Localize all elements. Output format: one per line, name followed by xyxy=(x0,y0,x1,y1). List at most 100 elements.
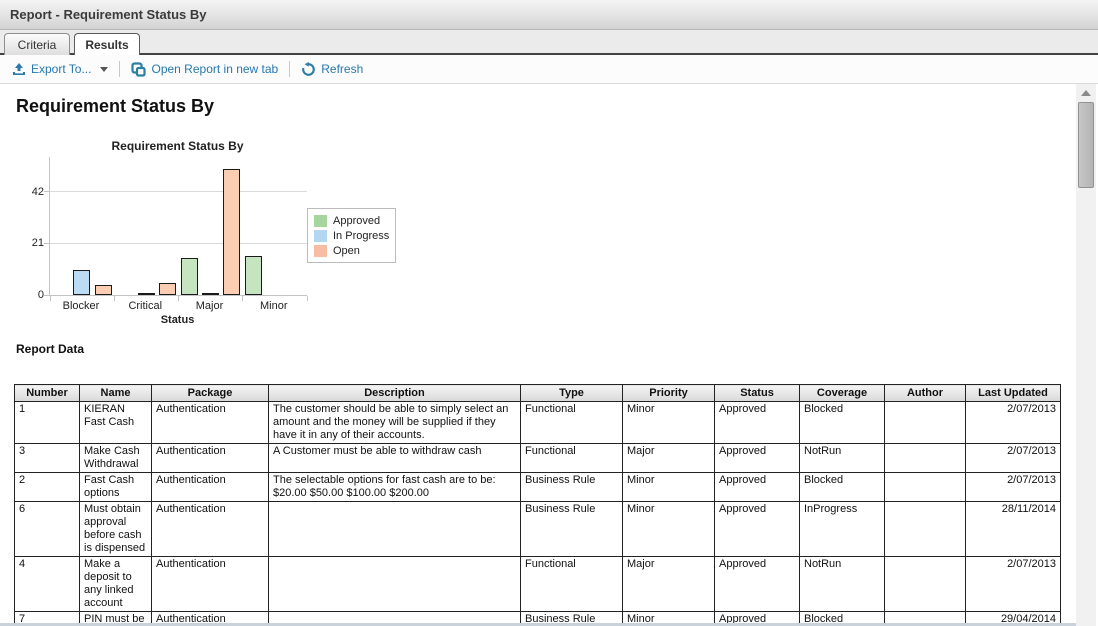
scrollbar-thumb[interactable] xyxy=(1078,102,1094,188)
y-axis-tick-label: 21 xyxy=(31,237,44,250)
table-cell-author xyxy=(884,501,966,557)
table-cell-coverage: InProgress xyxy=(799,501,885,557)
table-cell-status: Approved xyxy=(714,556,800,612)
table-cell-coverage: Blocked xyxy=(799,611,885,626)
chart-gridline xyxy=(50,191,307,192)
table-row: 2 Fast Cash options Authentication The sele… xyxy=(14,472,1061,502)
table-cell-status: Approved xyxy=(714,401,800,444)
refresh-button[interactable]: Refresh xyxy=(297,61,367,77)
table-cell-status: Approved xyxy=(714,472,800,502)
x-axis-category-label: Critical xyxy=(128,300,163,312)
y-axis-tick-label: 0 xyxy=(37,289,44,301)
page-title: Requirement Status By xyxy=(16,96,215,116)
export-dropdown-caret-icon xyxy=(100,66,109,72)
export-button[interactable]: Export To... xyxy=(8,62,112,76)
table-cell-type: Business Rule xyxy=(520,472,623,502)
table-cell-coverage: Blocked xyxy=(799,401,885,444)
table-cell-number: 1 xyxy=(14,401,80,444)
x-axis-category-label: Minor xyxy=(259,300,288,312)
table-header-row: Number Name Package Description Type Priority… xyxy=(14,384,1061,402)
table-cell-priority: Minor xyxy=(622,501,715,557)
table-cell-last-updated: 2/07/2013 xyxy=(965,401,1061,444)
chart-bar-open-blocker xyxy=(94,285,112,295)
table-cell-priority: Minor xyxy=(622,472,715,502)
legend-item: Open xyxy=(314,243,395,258)
table-cell-author xyxy=(884,443,966,473)
toolbar-separator xyxy=(119,61,121,77)
tab-criteria[interactable]: Criteria xyxy=(4,33,70,55)
copy-window-icon xyxy=(131,61,147,77)
table-cell-status: Approved xyxy=(714,611,800,626)
table-cell-package: Authentication xyxy=(151,401,269,444)
chart-bar-open-critical xyxy=(159,282,177,295)
table-cell-description: The selectable options for fast cash are… xyxy=(268,472,521,502)
table-cell-type: Functional xyxy=(520,401,623,444)
table-cell-type: Business Rule xyxy=(520,611,623,626)
chart-bar-approved-major xyxy=(180,258,198,295)
table-row: 4 Make a deposit to any linked account Aut… xyxy=(14,556,1061,612)
x-axis-tick xyxy=(178,296,179,301)
table-cell-author xyxy=(884,472,966,502)
tab-criteria-label: Criteria xyxy=(17,37,57,52)
table-cell-number: 4 xyxy=(14,556,80,612)
refresh-button-label: Refresh xyxy=(321,62,364,76)
table-cell-last-updated: 2/07/2013 xyxy=(965,472,1061,502)
table-cell-coverage: NotRun xyxy=(799,556,885,612)
chart-bar-approved-minor xyxy=(244,255,262,295)
chart-gridline xyxy=(50,242,307,244)
chart-bar-in-progress-critical xyxy=(137,292,155,295)
chart-x-axis-title: Status xyxy=(160,314,195,326)
table-cell-name: Make a deposit to any linked account xyxy=(79,556,152,612)
column-header-status: Status xyxy=(714,384,800,402)
window-title-bar: Report - Requirement Status By xyxy=(0,0,1098,30)
open-report-new-tab-button[interactable]: Open Report in new tab xyxy=(127,61,282,77)
table-cell-priority: Minor xyxy=(622,611,715,626)
table-cell-status: Approved xyxy=(714,443,800,473)
column-header-author: Author xyxy=(884,384,966,402)
report-content: Requirement Status By Requirement Status… xyxy=(0,84,1098,626)
column-header-description: Description xyxy=(268,384,521,402)
table-cell-last-updated: 2/07/2013 xyxy=(965,556,1061,612)
tab-strip: Criteria Results xyxy=(0,30,1098,55)
legend-item: Approved xyxy=(314,213,395,228)
window-title: Report - Requirement Status By xyxy=(10,7,207,22)
legend-label: In Progress xyxy=(333,229,390,242)
chart-title: Requirement Status By xyxy=(111,139,244,153)
table-cell-last-updated: 28/11/2014 xyxy=(965,501,1061,557)
table-cell-package: Authentication xyxy=(151,556,269,612)
chart-plot-area xyxy=(44,157,308,301)
table-cell-priority: Major xyxy=(622,443,715,473)
table-cell-name: Must obtain approval before cash is disp… xyxy=(79,501,152,557)
chart-legend: Approved In Progress Open xyxy=(307,208,396,263)
table-cell-name: Make Cash Withdrawal xyxy=(79,443,152,473)
table-cell-last-updated: 29/04/2014 xyxy=(965,611,1061,626)
vertical-scrollbar[interactable] xyxy=(1076,84,1096,626)
tab-results[interactable]: Results xyxy=(74,33,140,55)
table-cell-name: KIERAN Fast Cash xyxy=(79,401,152,444)
table-cell-description: The customer should be able to simply se… xyxy=(268,401,521,444)
x-axis-tick xyxy=(242,296,244,301)
table-cell-number: 3 xyxy=(14,443,80,473)
column-header-coverage: Coverage xyxy=(799,384,885,402)
legend-swatch xyxy=(314,229,327,242)
table-cell-status: Approved xyxy=(714,501,800,557)
tab-results-label: Results xyxy=(85,37,129,52)
column-header-last-updated: Last Updated xyxy=(965,384,1061,402)
refresh-icon xyxy=(301,61,316,77)
column-header-number: Number xyxy=(14,384,80,402)
horizontal-scrollbar-edge xyxy=(0,623,1076,626)
table-cell-number: 6 xyxy=(14,501,80,557)
y-axis-tick xyxy=(44,242,49,244)
toolbar: Export To... Open Report in new tab Refr… xyxy=(0,55,1098,84)
column-header-type: Type xyxy=(520,384,623,402)
scrollbar-up-button[interactable] xyxy=(1076,84,1096,101)
table-cell-description: A Customer must be able to withdraw cash xyxy=(268,443,521,473)
y-axis-tick-label: 42 xyxy=(31,185,44,198)
column-header-package: Package xyxy=(151,384,269,402)
table-cell-type: Functional xyxy=(520,443,623,473)
chart-bar-in-progress-major xyxy=(201,292,219,295)
chart-bar-open-major xyxy=(223,169,241,295)
table-cell-type: Business Rule xyxy=(520,501,623,557)
